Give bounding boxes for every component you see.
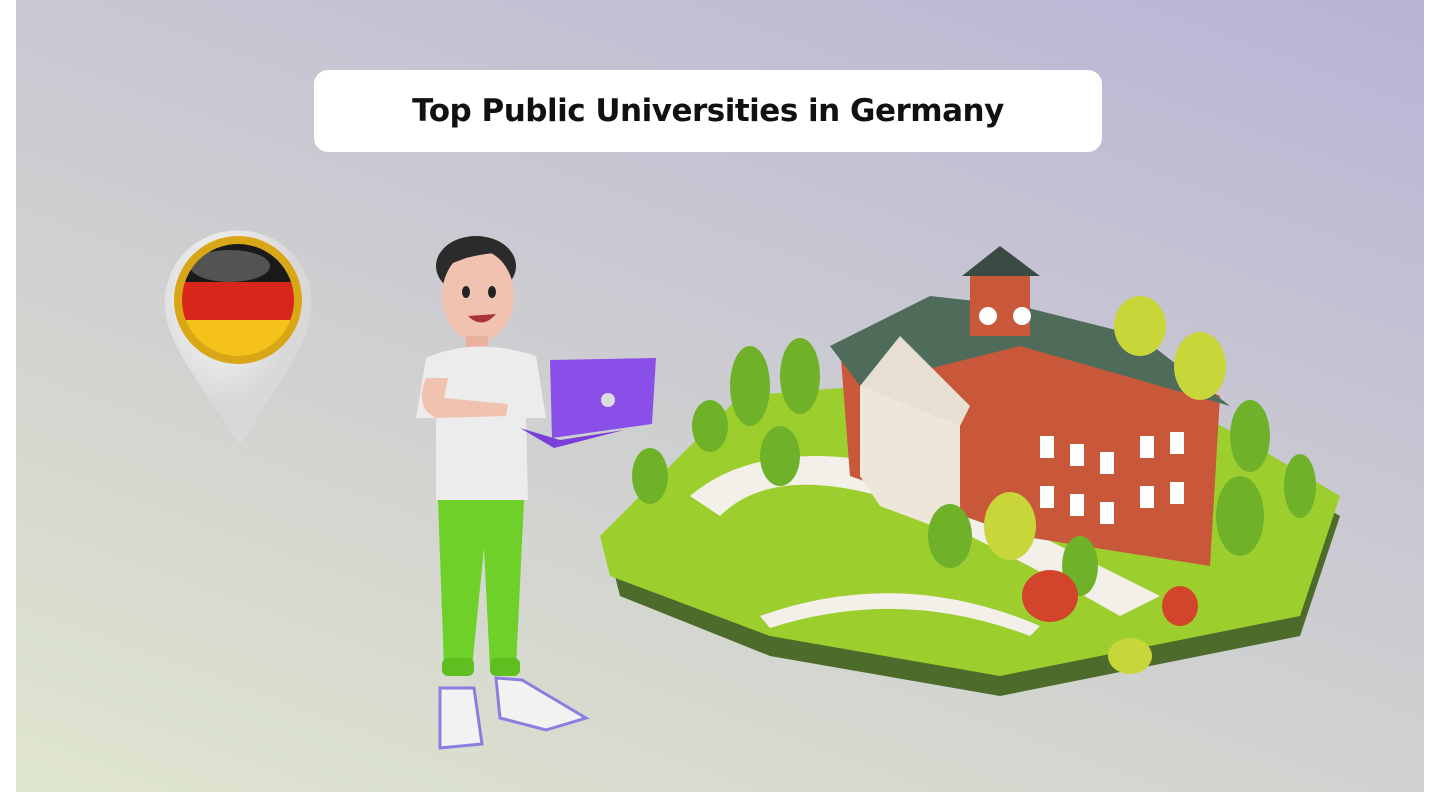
university-campus-illustration — [600, 246, 1340, 696]
germany-flag-pin-icon — [163, 229, 313, 450]
title-box: Top Public Universities in Germany — [314, 70, 1102, 152]
page-title: Top Public Universities in Germany — [412, 93, 1004, 129]
person-with-laptop-illustration — [416, 236, 656, 750]
banner: Top Public Universities in Germany — [16, 0, 1424, 792]
